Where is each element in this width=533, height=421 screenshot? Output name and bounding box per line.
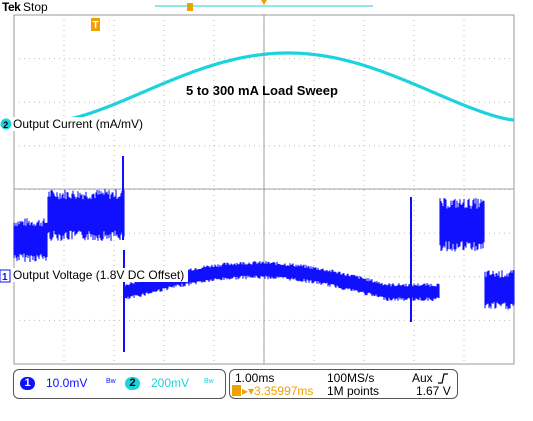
svg-text:2: 2 (3, 120, 8, 130)
ch1-label: Output Voltage (1.8V DC Offset) (13, 268, 184, 282)
channel-readout-panel[interactable]: 1 10.0mV Bw 2 200mV Bw (13, 369, 226, 399)
ch2-scale: 200mV (151, 376, 190, 390)
run-state: Stop (23, 0, 48, 14)
ch2-ground-marker: 2 (0, 118, 12, 130)
time-per-div: 1.00ms (235, 371, 275, 385)
ch1-scale: 10.0mV (46, 376, 88, 390)
trigger-position-icon (232, 385, 241, 396)
svg-text:1: 1 (2, 272, 8, 283)
trigger-source: Aux (412, 371, 433, 385)
ch2-bw-limit: Bw (204, 378, 214, 385)
trigger-level-text: T (93, 20, 99, 31)
trigger-position: ▸▾3.35997ms (242, 384, 314, 398)
record-length: 1M points (327, 384, 380, 398)
time-reference-marker (261, 0, 267, 5)
ch2-label: Output Current (mA/mV) (13, 117, 143, 131)
ch2-waveform (61, 51, 515, 122)
ch2-badge[interactable]: 2 (125, 377, 140, 390)
timebase-readout-panel[interactable]: 1.00ms 100MS/s Aux ▸▾3.35997ms 1M points… (229, 369, 458, 399)
ch1-waveform (13, 156, 515, 352)
brand-logo: Tek (2, 0, 21, 14)
trigger-level-marker (91, 18, 100, 31)
sample-rate: 100MS/s (327, 371, 375, 385)
trigger-level: 1.67 V (416, 384, 451, 398)
ch1-ground-marker: 1 (0, 269, 11, 283)
rising-edge-icon (438, 373, 448, 384)
ch1-bw-limit: Bw (106, 378, 116, 385)
trigger-position-marker (187, 3, 193, 11)
ch1-badge[interactable]: 1 (20, 377, 35, 390)
load-sweep-annotation: 5 to 300 mA Load Sweep (186, 83, 338, 98)
